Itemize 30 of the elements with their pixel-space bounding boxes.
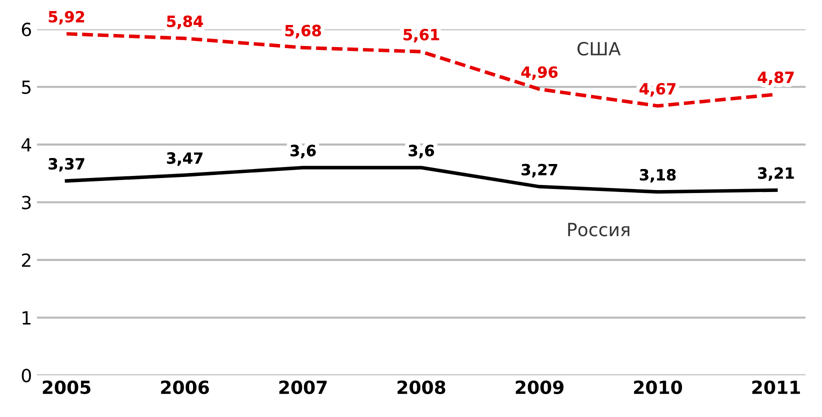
data-label: 4,67 — [640, 83, 676, 97]
y-tick-label: 0 — [22, 368, 31, 382]
data-label: 3,6 — [408, 144, 434, 158]
data-label: 3,6 — [290, 144, 316, 158]
y-tick-label: 1 — [22, 311, 30, 324]
data-label: 3,47 — [166, 152, 202, 166]
y-tick-label: 6 — [22, 22, 31, 36]
series-label: Россия — [568, 222, 630, 236]
data-label: 4,96 — [521, 66, 558, 80]
y-tick-label: 2 — [22, 253, 30, 267]
data-label: 3,27 — [522, 164, 558, 178]
y-tick-label: 3 — [22, 196, 31, 210]
x-tick-label: 2006 — [161, 380, 209, 394]
data-label: 5,92 — [48, 10, 84, 24]
x-tick-label: 2007 — [279, 380, 327, 394]
data-label: 5,84 — [167, 16, 203, 30]
x-tick-label: 2010 — [634, 380, 682, 394]
y-tick-label: 4 — [22, 138, 32, 152]
data-label: 4,87 — [758, 72, 794, 86]
x-tick-label: 2011 — [752, 380, 800, 394]
data-label: 3,18 — [640, 169, 676, 183]
x-tick-label: 2008 — [398, 380, 446, 394]
data-label: 5,68 — [285, 24, 321, 38]
text: США — [578, 42, 621, 56]
data-label: 5,61 — [404, 28, 440, 42]
x-tick-label: 2005 — [42, 380, 90, 394]
y-tick-label: 5 — [22, 80, 31, 94]
data-label: 3,37 — [48, 158, 84, 172]
x-tick-label: 2009 — [516, 380, 564, 394]
data-label: 3,21 — [758, 167, 794, 181]
